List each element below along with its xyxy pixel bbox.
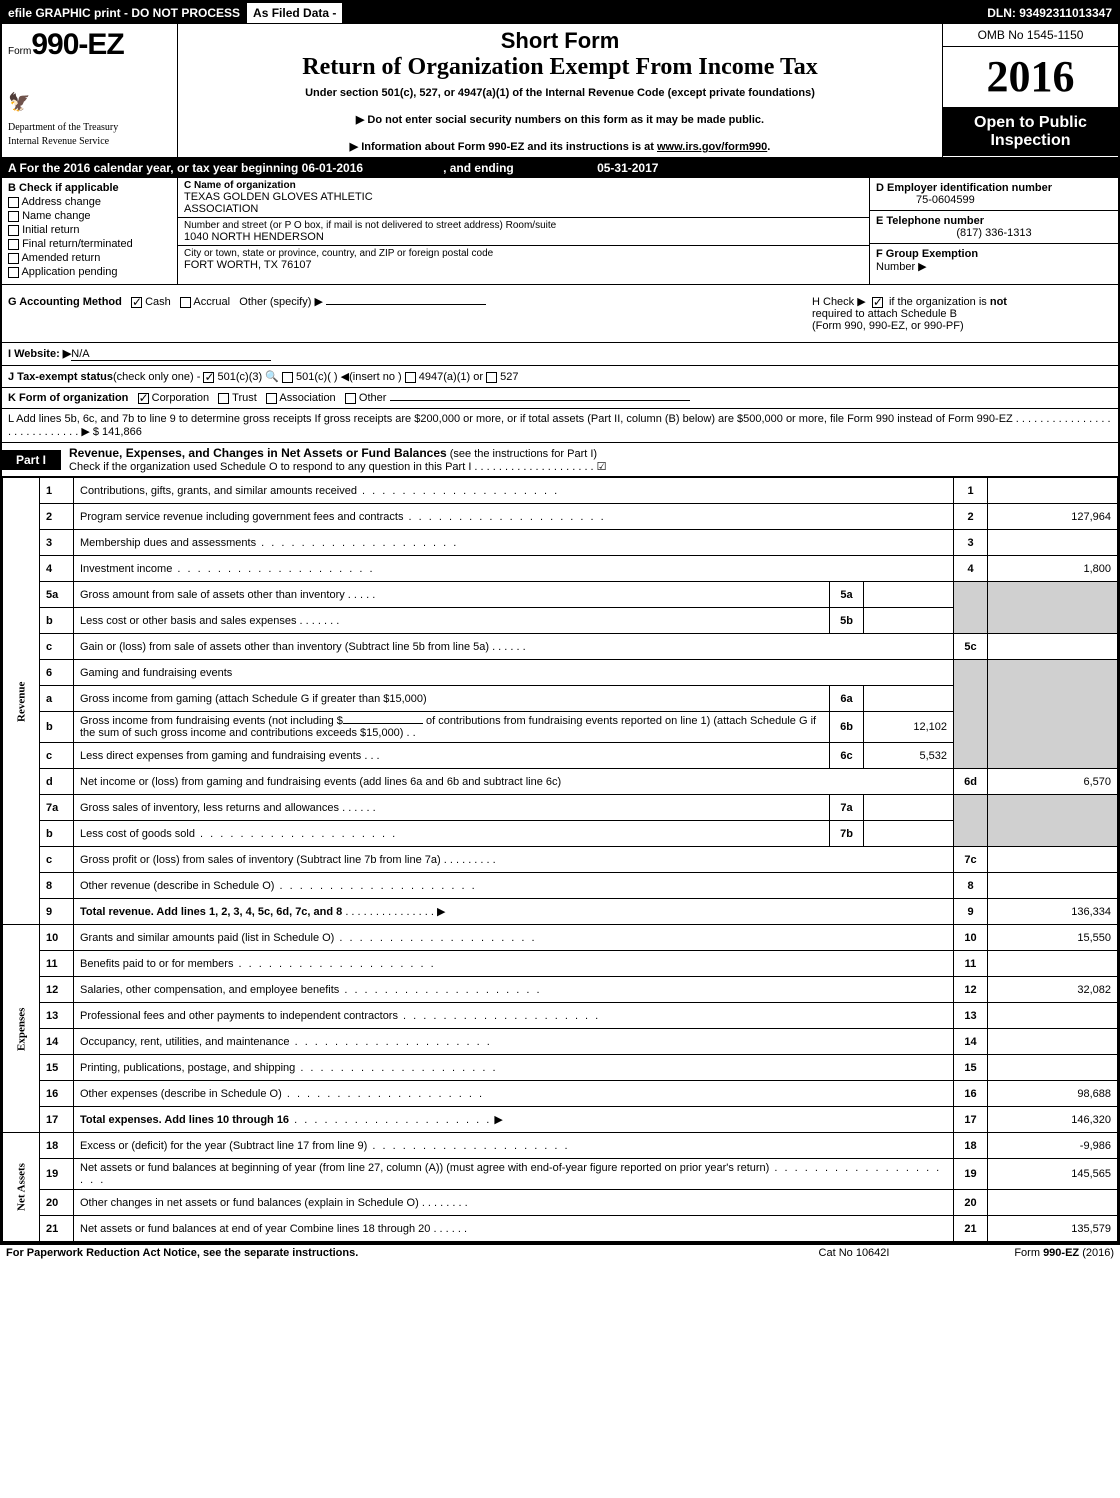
line-3-value — [988, 530, 1118, 556]
cb-accrual[interactable] — [180, 297, 191, 308]
open-to-public: Open to Public Inspection — [943, 108, 1118, 156]
line-13-value — [988, 1003, 1118, 1029]
form-990ez-page: efile GRAPHIC print - DO NOT PROCESS As … — [0, 0, 1120, 1244]
org-name-1: TEXAS GOLDEN GLOVES ATHLETIC — [184, 191, 863, 203]
tax-year: 2016 — [943, 47, 1118, 108]
row-k-org-form: K Form of organization Corporation Trust… — [2, 388, 1118, 409]
line-17-value: 146,320 — [988, 1107, 1118, 1133]
expenses-side-label: Expenses — [3, 925, 40, 1133]
section-def: D Employer identification number 75-0604… — [870, 178, 1118, 284]
cb-amended-return[interactable]: Amended return — [8, 252, 171, 264]
section-c: C Name of organization TEXAS GOLDEN GLOV… — [178, 178, 870, 284]
cb-final-return[interactable]: Final return/terminated — [8, 238, 171, 250]
line-6a-value — [864, 686, 954, 712]
row-l-gross-receipts: L Add lines 5b, 6c, and 7b to line 9 to … — [2, 409, 1118, 443]
line-7c-value — [988, 847, 1118, 873]
short-form-label: Short Form — [188, 28, 932, 54]
ssn-warning: ▶ Do not enter social security numbers o… — [188, 113, 932, 126]
as-filed-box: As Filed Data - — [246, 2, 343, 24]
cb-corporation[interactable] — [138, 393, 149, 404]
line-20-value — [988, 1190, 1118, 1216]
line-5c-value — [988, 634, 1118, 660]
cb-name-change[interactable]: Name change — [8, 210, 171, 222]
line-9-value: 136,334 — [988, 899, 1118, 925]
cb-association[interactable] — [266, 393, 277, 404]
line-7a-value — [864, 795, 954, 821]
line-16-value: 98,688 — [988, 1081, 1118, 1107]
part-i-header: Part I Revenue, Expenses, and Changes in… — [2, 443, 1118, 477]
line-6c-value: 5,532 — [864, 743, 954, 769]
dln-number: DLN: 93492311013347 — [981, 6, 1118, 20]
line-5a-value — [864, 582, 954, 608]
header-right: OMB No 1545-1150 2016 Open to Public Ins… — [942, 24, 1118, 157]
irs-label: Internal Revenue Service — [8, 136, 109, 147]
line-11-value — [988, 951, 1118, 977]
org-city: FORT WORTH, TX 76107 — [184, 259, 863, 271]
form-number: 990-EZ — [31, 28, 123, 61]
line-7b-value — [864, 821, 954, 847]
cb-address-change[interactable]: Address change — [8, 196, 171, 208]
cb-501c3[interactable] — [203, 372, 214, 383]
telephone-value: (817) 336-1313 — [876, 227, 1112, 239]
group-exemption-number: Number ▶ — [876, 260, 1112, 273]
form-number-cell: Form990-EZ 🦅 Department of the Treasury … — [2, 24, 178, 157]
treasury-dept: Department of the Treasury — [8, 122, 118, 133]
line-4-value: 1,800 — [988, 556, 1118, 582]
page-footer: For Paperwork Reduction Act Notice, see … — [0, 1244, 1120, 1261]
row-i-website: I Website: ▶N/A — [2, 343, 1118, 366]
cb-other-org[interactable] — [345, 393, 356, 404]
gross-receipts-amount: 141,866 — [102, 426, 142, 438]
info-link-line: ▶ Information about Form 990-EZ and its … — [188, 140, 932, 153]
form-ref: Form 990-EZ (2016) — [954, 1247, 1114, 1259]
ein-value: 75-0604599 — [876, 194, 1112, 206]
line-12-value: 32,082 — [988, 977, 1118, 1003]
form-header: Form990-EZ 🦅 Department of the Treasury … — [2, 24, 1118, 159]
irs-eagle-icon: 🦅 — [8, 92, 30, 113]
line-8-value — [988, 873, 1118, 899]
row-a-tax-year: A For the 2016 calendar year, or tax yea… — [2, 159, 1118, 178]
form-title: Return of Organization Exempt From Incom… — [188, 54, 932, 81]
cb-trust[interactable] — [218, 393, 229, 404]
org-name-2: ASSOCIATION — [184, 203, 863, 215]
revenue-side-label: Revenue — [3, 478, 40, 925]
omb-number: OMB No 1545-1150 — [943, 24, 1118, 47]
line-2-value: 127,964 — [988, 504, 1118, 530]
line-6d-value: 6,570 — [988, 769, 1118, 795]
form-subtitle: Under section 501(c), 527, or 4947(a)(1)… — [188, 87, 932, 99]
irs-form990-link[interactable]: www.irs.gov/form990 — [657, 141, 767, 153]
line-14-value — [988, 1029, 1118, 1055]
cb-527[interactable] — [486, 372, 497, 383]
net-assets-side-label: Net Assets — [3, 1133, 40, 1242]
cb-4947a1[interactable] — [405, 372, 416, 383]
line-21-value: 135,579 — [988, 1216, 1118, 1242]
line-18-value: -9,986 — [988, 1133, 1118, 1159]
efile-notice: efile GRAPHIC print - DO NOT PROCESS — [2, 6, 246, 20]
line-10-value: 15,550 — [988, 925, 1118, 951]
cat-no: Cat No 10642I — [754, 1247, 954, 1259]
line-19-value: 145,565 — [988, 1159, 1118, 1190]
top-bar: efile GRAPHIC print - DO NOT PROCESS As … — [2, 2, 1118, 24]
line-1-value — [988, 478, 1118, 504]
cb-501c[interactable] — [282, 372, 293, 383]
cb-application-pending[interactable]: Application pending — [8, 266, 171, 278]
cb-h-schedule-b[interactable] — [872, 297, 883, 308]
org-street: 1040 NORTH HENDERSON — [184, 231, 863, 243]
line-15-value — [988, 1055, 1118, 1081]
row-g-h: G Accounting Method Cash Accrual Other (… — [2, 285, 1118, 343]
cb-cash[interactable] — [131, 297, 142, 308]
cb-initial-return[interactable]: Initial return — [8, 224, 171, 236]
part-i-table: Revenue 1 Contributions, gifts, grants, … — [2, 477, 1118, 1242]
website-value: N/A — [71, 348, 271, 361]
row-j-tax-status: J Tax-exempt status(check only one) - 50… — [2, 366, 1118, 388]
line-5b-value — [864, 608, 954, 634]
form-title-cell: Short Form Return of Organization Exempt… — [178, 24, 942, 157]
section-b: B Check if applicable Address change Nam… — [2, 178, 178, 284]
section-bcd: B Check if applicable Address change Nam… — [2, 178, 1118, 285]
line-6b-value: 12,102 — [864, 712, 954, 743]
